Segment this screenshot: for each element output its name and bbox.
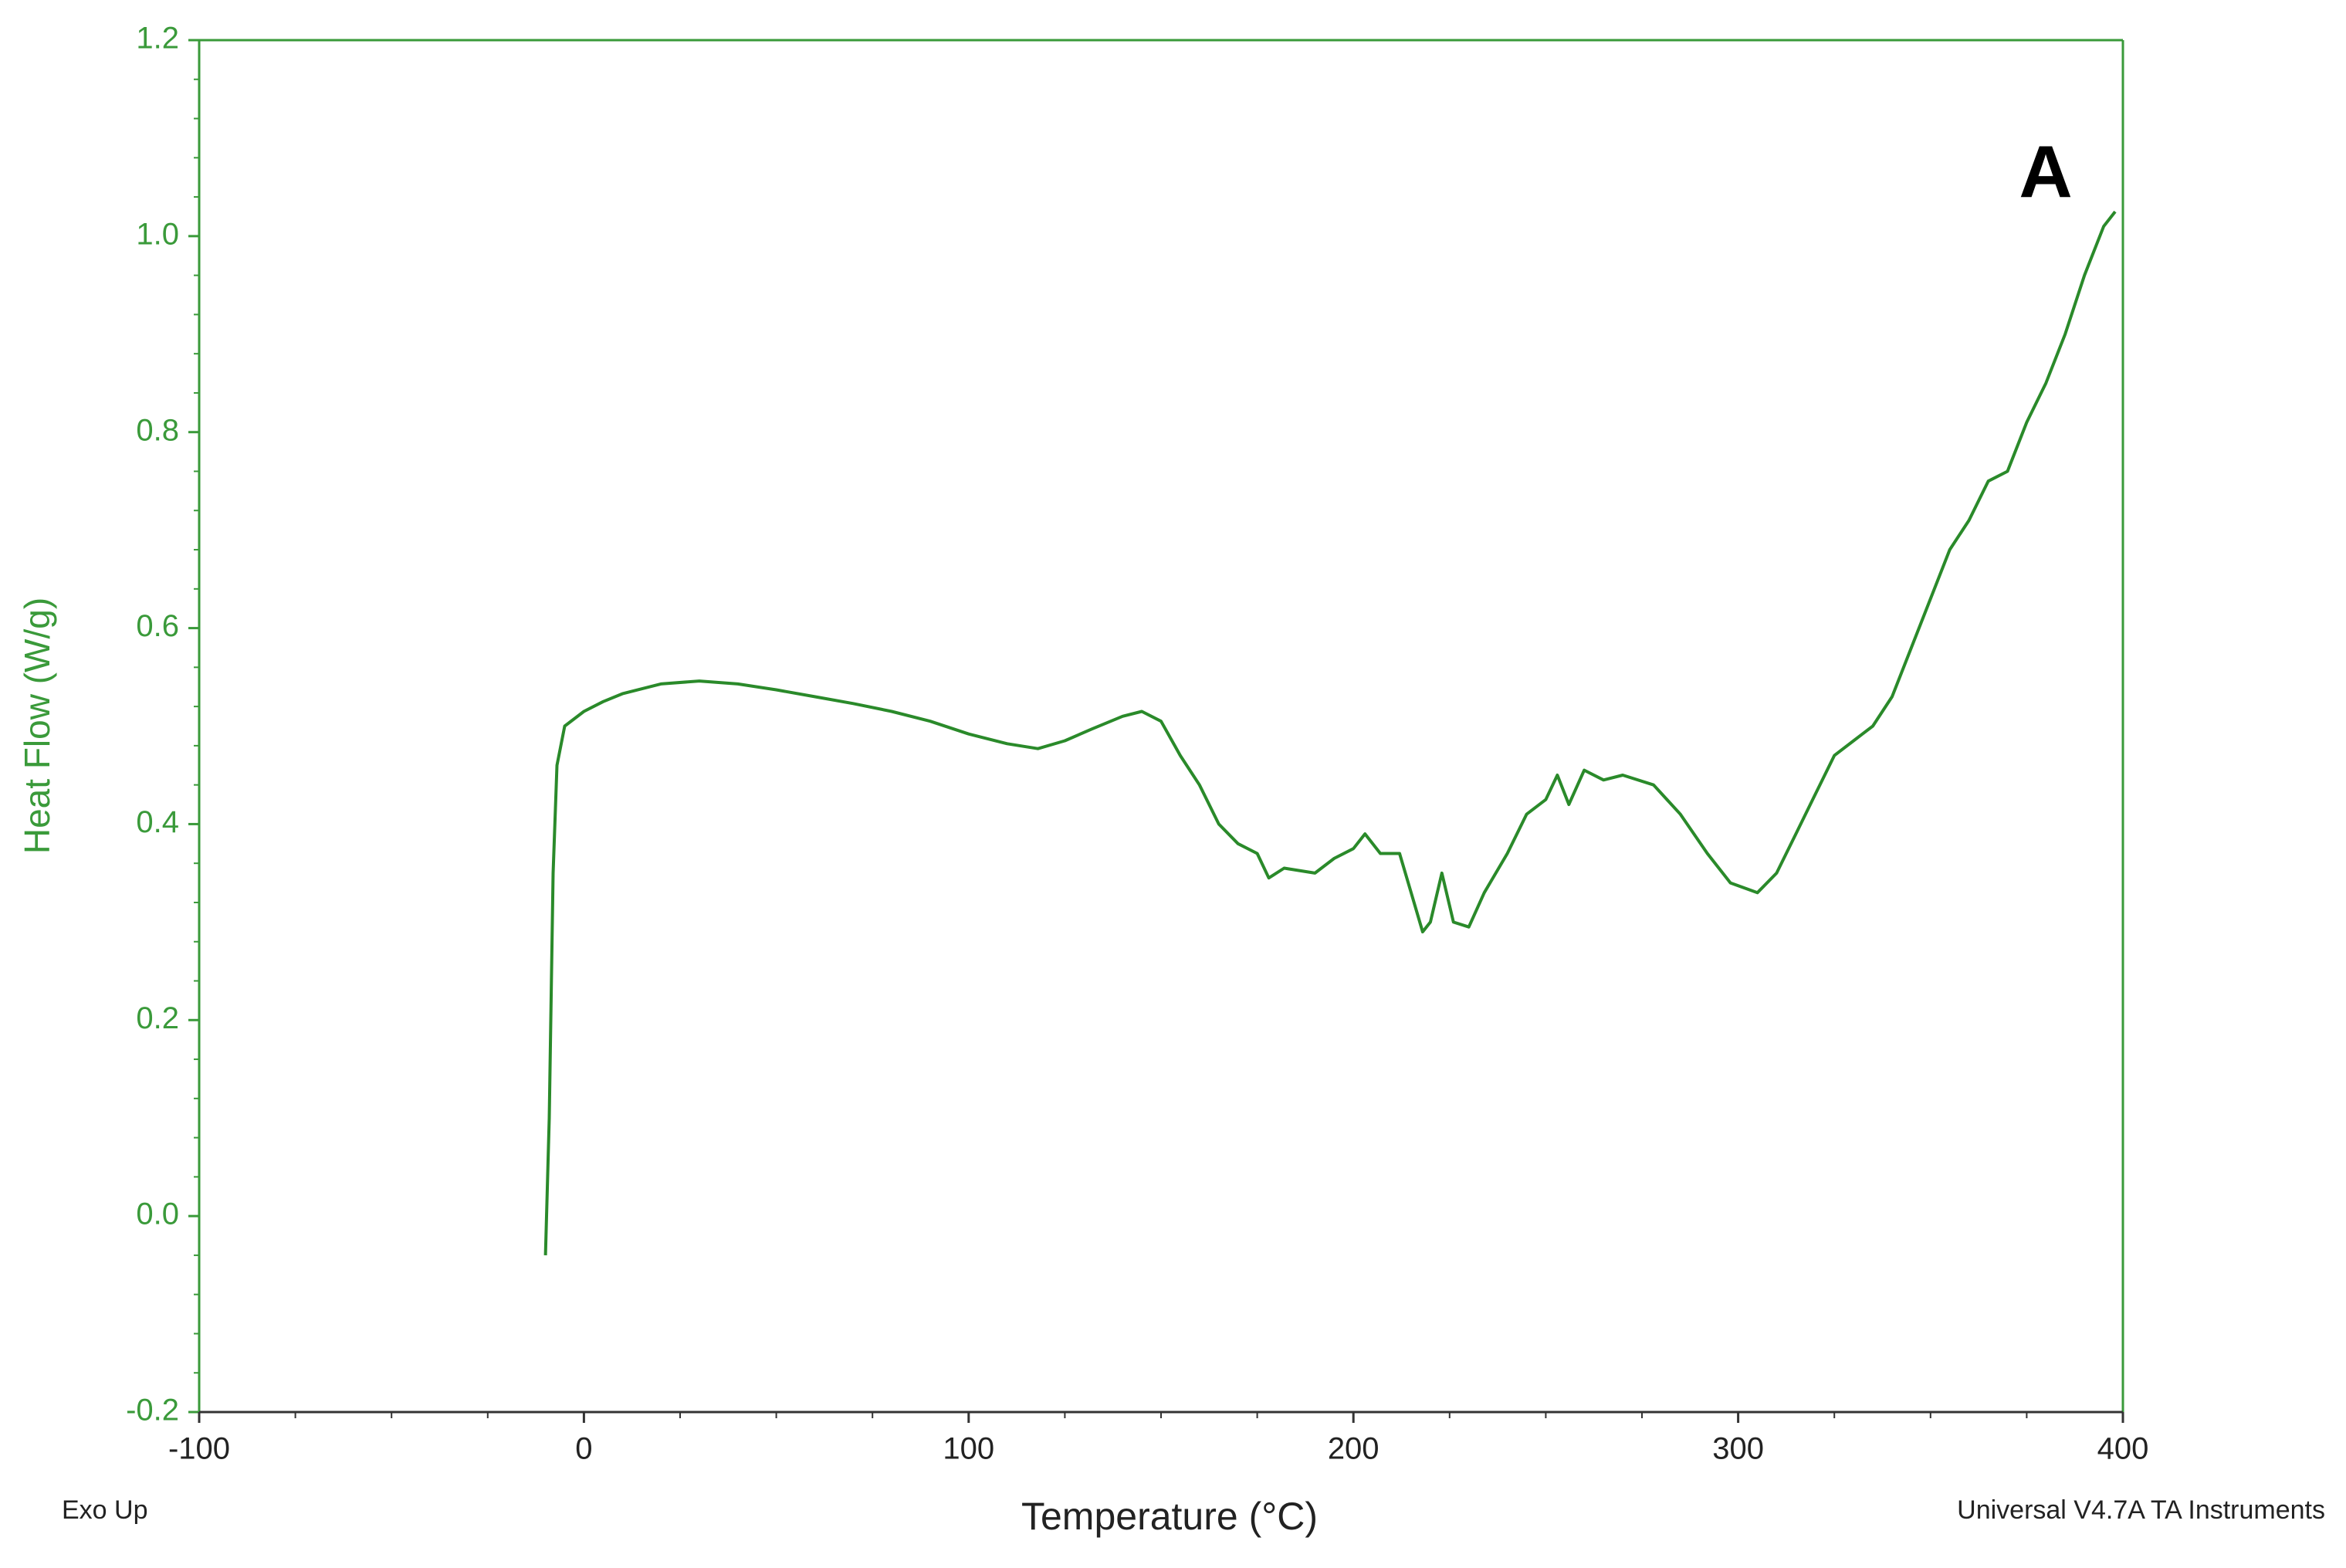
- y-tick-label: 1.0: [136, 217, 179, 251]
- y-tick-label: -0.2: [126, 1394, 179, 1427]
- x-tick-label: 100: [943, 1432, 994, 1466]
- x-tick-label: 200: [1328, 1432, 1380, 1466]
- y-tick-label: 0.8: [136, 413, 179, 447]
- x-tick-label: 0: [575, 1432, 592, 1466]
- y-tick-label: 1.2: [136, 22, 179, 56]
- panel-label: A: [2019, 130, 2072, 213]
- y-tick-label: 0.4: [136, 805, 179, 839]
- x-tick-label: -100: [168, 1432, 230, 1466]
- x-tick-label: 400: [2097, 1432, 2149, 1466]
- data-line: [543, 210, 2117, 1255]
- x-axis-title: Temperature (°C): [1021, 1495, 1318, 1538]
- y-tick-label: 0.0: [136, 1197, 179, 1231]
- note-left: Exo Up: [62, 1495, 148, 1525]
- note-right: Universal V4.7A TA Instruments: [1957, 1495, 2325, 1525]
- x-tick-label: 300: [1712, 1432, 1764, 1466]
- y-axis-title: Heat Flow (W/g): [17, 598, 57, 854]
- y-tick-label: 0.6: [136, 609, 179, 643]
- y-tick-label: 0.2: [136, 1001, 179, 1035]
